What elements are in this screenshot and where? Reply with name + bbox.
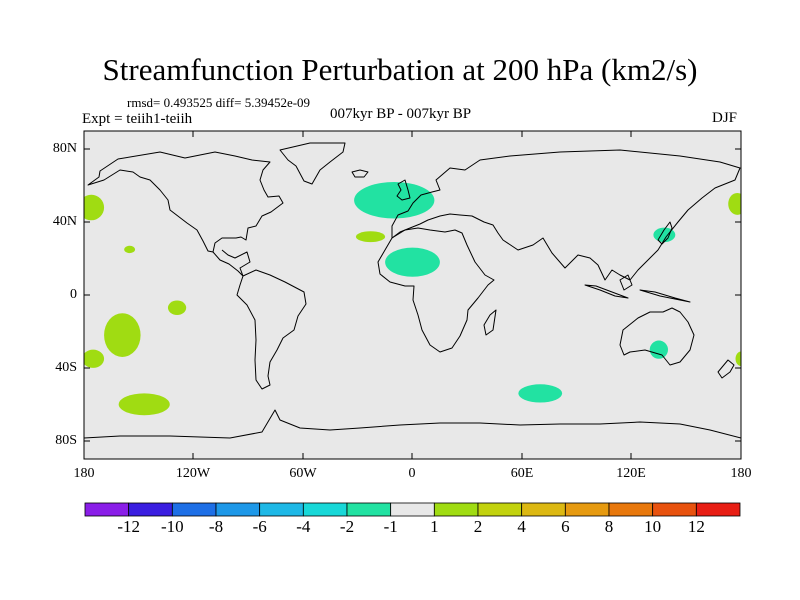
coast-africa [377,227,495,353]
colorbar-label-8: 2 [473,517,483,536]
colorbar-box-11 [564,502,610,517]
colorbar-label-5: -2 [339,517,355,536]
experiment-label: Expt = teiih1-teiih [82,111,193,127]
anomaly-southern-indian [518,384,563,403]
coast-greenland [279,142,346,185]
colorbar-label-4: -4 [296,517,311,536]
colorbar-label-7: 1 [430,517,439,536]
anomaly-hawaii [124,245,136,254]
colorbar-label-10: 6 [561,517,570,536]
anomaly-north-africa [385,247,440,277]
anomaly-subtropical-atlantic [355,231,386,243]
colorbar-box-0 [84,502,130,517]
anomaly-south-pacific-east [118,393,170,416]
y-tick-label-40n: 40N [52,214,77,229]
y-tick-label-80n: 80N [52,141,77,156]
colorbar-label-13: 12 [687,517,705,536]
coast-north-america [87,151,284,253]
axis-ticks [84,131,741,459]
anomaly-northwest-pacific-edge [728,192,741,215]
anomaly-southeast-pacific-band [104,313,141,357]
anomaly-central-pacific [167,300,187,316]
coast-uk [396,179,411,201]
anomaly-northeast-pacific [84,194,105,221]
colorbar-box-7 [390,502,435,517]
coast-madagascar [483,309,497,336]
colorbar-box-14 [695,502,741,517]
plot-title: Streamfunction Perturbation at 200 hPa (… [102,52,698,87]
x-tick-label-60w: 60W [289,466,317,481]
x-tick-label-180e: 180 [730,466,752,481]
anomaly-layer [84,182,741,416]
colorbar-label-11: 8 [604,517,614,536]
y-tick-label-40s: 40S [55,360,77,375]
colorbar-box-9 [477,502,523,517]
colorbar-label-6: -1 [383,517,398,536]
colorbar-label-1: -10 [160,517,184,536]
colorbar-box-4 [259,502,304,517]
x-tick-label-180w: 180 [73,466,95,481]
coast-australia [619,307,695,366]
colorbar-box-3 [215,502,261,517]
colorbar-box-1 [128,502,173,517]
colorbar-box-10 [521,502,566,517]
coast-iceland [351,169,369,178]
colorbar-box-13 [652,502,697,517]
x-tick-label-120w: 120W [175,466,211,481]
colorbar-box-8 [433,502,479,517]
coastlines [84,142,741,439]
period-label: 007kyr BP - 007kyr BP [330,106,472,122]
x-tick-label-120e: 120E [616,466,646,481]
coast-new-zealand [717,359,735,379]
coast-south-america [236,269,307,390]
y-tick-label-0: 0 [70,287,77,302]
colorbar-label-2: -8 [208,517,224,536]
coast-japan [657,221,673,245]
anomaly-australia [649,340,668,359]
colorbar-box-12 [608,502,654,517]
colorbar [84,502,741,517]
colorbar-label-12: 10 [644,517,662,536]
colorbar-label-3: -6 [252,517,267,536]
map-frame-background [84,131,741,459]
season-label: DJF [712,110,738,126]
colorbar-box-2 [171,502,217,517]
coast-central-america [212,249,251,277]
x-tick-label-0: 0 [408,466,416,481]
anomaly-south-pacific-west [84,349,105,368]
rmsd-diff-stats: rmsd= 0.493525 diff= 5.39452e-09 [127,95,311,110]
coast-eurasia [391,149,741,281]
colorbar-label-0: -12 [117,517,140,536]
colorbar-label-9: 4 [517,517,526,536]
anomaly-north-atlantic [354,182,435,219]
coast-southeast-asia-islands [584,274,691,303]
colorbar-box-5 [302,502,348,517]
x-tick-label-60e: 60E [510,466,534,481]
anomaly-south-pacific-edge [735,351,741,367]
coast-antarctica [84,409,741,439]
y-tick-label-80s: 80S [55,433,77,448]
colorbar-box-6 [346,502,392,517]
